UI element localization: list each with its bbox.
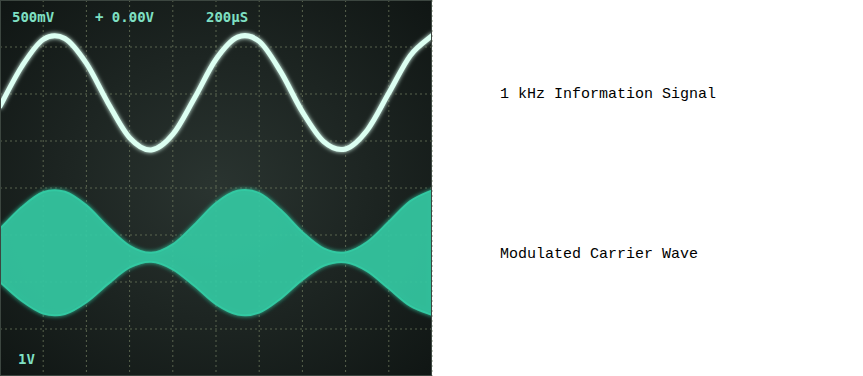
grid-line-x	[388, 0, 389, 376]
grid-line-x	[172, 0, 173, 376]
scope-readout: 1V	[18, 351, 35, 367]
scope-readout: + 0.00V	[95, 9, 155, 25]
carrier-envelope	[0, 190, 432, 315]
scope-readout: 200µS	[206, 9, 248, 25]
grid-line-y	[0, 188, 432, 189]
grid-line-y	[0, 141, 432, 142]
plot-area	[0, 36, 432, 316]
grid-line-x	[43, 0, 44, 376]
grid-line-y	[0, 47, 432, 48]
screen-frame	[1, 1, 432, 376]
scope-screen	[0, 0, 432, 376]
grid-line-x	[302, 0, 303, 376]
grid	[0, 0, 432, 376]
grid-line-y	[0, 329, 432, 330]
grid-line-x	[129, 0, 130, 376]
series-label: Modulated Carrier Wave	[500, 246, 698, 263]
signal-trace	[0, 36, 432, 150]
series-label: 1 kHz Information Signal	[500, 86, 716, 103]
scope-readout: 500mV	[12, 9, 55, 25]
grid-line-x	[259, 0, 260, 376]
chart-root: 500mV + 0.00V 200µS 1V 1 kHz Information Sig…	[0, 0, 863, 376]
grid-line-y	[0, 94, 432, 95]
